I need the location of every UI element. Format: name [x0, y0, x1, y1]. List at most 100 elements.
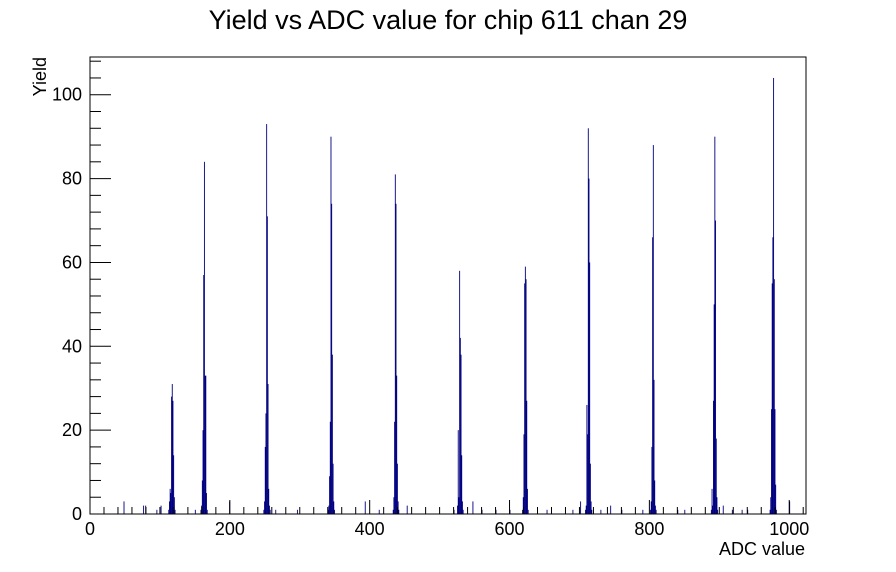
histogram-bar [394, 174, 396, 514]
histogram-bar [264, 501, 266, 514]
histogram-bar [203, 275, 205, 514]
histogram-bar [522, 509, 524, 514]
histogram-bar [458, 497, 460, 514]
histogram-bar [171, 396, 173, 514]
y-axis-ticks: 0 20 40 60 80 100 [52, 60, 111, 524]
histogram-bar [331, 203, 333, 515]
histogram-bar [588, 178, 590, 514]
histogram-bar [775, 484, 777, 514]
histogram-bar [268, 488, 270, 514]
histogram-bar [206, 493, 207, 514]
histogram-bar [263, 509, 265, 514]
histogram-bar [266, 124, 268, 514]
histogram-bar [580, 501, 582, 514]
chart-title: Yield vs ADC value for chip 611 chan 29 [209, 5, 688, 35]
histogram-bar [267, 384, 269, 514]
histogram-bar [168, 509, 170, 514]
histogram-bar [461, 501, 463, 514]
histogram-bar [610, 505, 612, 514]
histogram-bar [523, 434, 525, 514]
histogram-bar [527, 488, 528, 514]
histogram-bar [206, 509, 208, 514]
histogram-bar [269, 509, 271, 514]
histogram-bar [202, 430, 204, 514]
histogram-bar [654, 480, 656, 514]
histogram-bar [265, 413, 267, 514]
x-tick-label: 800 [634, 519, 664, 539]
y-tick-label: 60 [62, 252, 82, 272]
x-axis-label: ADC value [719, 539, 805, 559]
histogram-bar [715, 438, 717, 514]
histogram-bar [591, 509, 593, 514]
histogram-bar [524, 266, 526, 514]
histogram-bar [156, 509, 158, 514]
histogram-bar [194, 509, 196, 514]
histogram-bar [713, 400, 714, 514]
histogram-bar [328, 505, 330, 514]
histogram-bar [396, 463, 398, 514]
histogram-bar [201, 480, 203, 514]
histogram-bar [459, 337, 461, 514]
histogram-bar [722, 505, 724, 514]
histogram-bar [585, 505, 587, 514]
histogram-bar [713, 304, 715, 514]
histogram-bar [200, 509, 202, 514]
histogram-bar [269, 505, 270, 514]
histogram-bar [457, 505, 458, 514]
histogram-bar [275, 509, 277, 514]
histogram-bar [296, 509, 298, 514]
histogram-bar [524, 283, 526, 514]
histogram-bar [204, 375, 206, 514]
histogram-bar [123, 501, 125, 514]
histogram-bar [264, 446, 266, 514]
histogram-bar [587, 434, 589, 514]
histogram-bar [710, 509, 712, 514]
histogram-bar [773, 279, 775, 514]
histogram-bar [546, 509, 548, 514]
histogram-bar [772, 237, 774, 514]
histogram-bar [572, 509, 574, 514]
y-tick-label: 100 [52, 85, 82, 105]
histogram-bar [461, 455, 463, 514]
histogram-bar [775, 509, 777, 514]
x-axis-ticks: 0 200 400 600 800 1000 [85, 500, 809, 539]
histogram-bar [160, 505, 162, 514]
histogram-bar [406, 505, 408, 514]
histogram-bar [333, 501, 335, 514]
histogram-bar [585, 509, 586, 514]
histogram-bar [169, 501, 170, 514]
histogram-bar [172, 400, 174, 514]
histogram-bar [711, 488, 713, 514]
histogram-bar [716, 497, 718, 514]
histogram-bar [472, 501, 474, 514]
x-tick-label: 400 [355, 519, 385, 539]
histogram-bar [331, 354, 333, 514]
histogram-bar [396, 375, 398, 514]
histogram-bar [655, 509, 657, 514]
histogram-bar [715, 220, 717, 514]
histogram-bar [589, 262, 591, 514]
histogram-bar [525, 279, 527, 514]
histogram-bar [173, 455, 175, 514]
plot-frame [89, 56, 807, 515]
histogram-bar [654, 505, 656, 514]
histogram-bar [330, 136, 332, 514]
x-tick-label: 0 [85, 519, 95, 539]
histogram-bar [731, 509, 733, 514]
histogram-bar [587, 128, 589, 515]
histogram-bar [143, 505, 145, 514]
histogram-bar [332, 463, 334, 514]
histogram-bar [527, 509, 529, 514]
histogram-bar [457, 430, 459, 514]
histogram-bar [586, 404, 588, 514]
histogram-bar [205, 375, 207, 514]
y-tick-label: 0 [72, 504, 82, 524]
histogram-bar [714, 136, 716, 514]
histogram-bar [600, 509, 602, 514]
histogram-bar [771, 283, 773, 514]
histogram-bars [123, 77, 791, 515]
histogram-bar [774, 409, 776, 514]
histogram-bar [590, 501, 592, 514]
